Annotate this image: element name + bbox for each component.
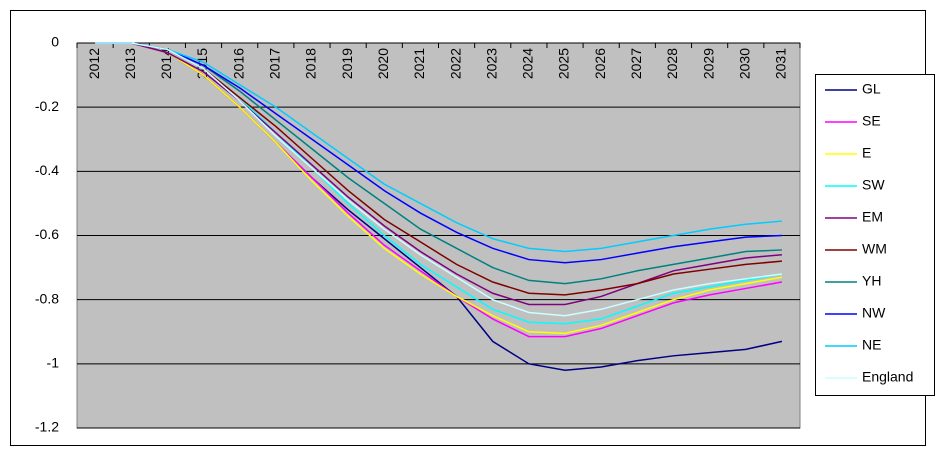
y-tick-label: -0.4 (35, 162, 59, 178)
legend-label: YH (862, 273, 881, 289)
x-tick-label: 2023 (483, 48, 499, 79)
x-tick-label: 2019 (339, 48, 355, 79)
series-line (95, 42, 783, 317)
x-tick-label: 2013 (122, 48, 138, 79)
x-tick-label: 2030 (736, 48, 752, 79)
x-tick-label: 2017 (267, 48, 283, 79)
y-tick-label: -0.6 (35, 226, 59, 242)
x-tick-label: 2024 (520, 48, 536, 79)
y-tick-label: -0.2 (35, 98, 59, 114)
x-tick-label: 2028 (664, 48, 680, 79)
legend-label: NW (862, 305, 886, 321)
legend-label: SW (862, 177, 885, 193)
y-tick-label: -1.2 (35, 419, 59, 435)
y-tick-label: 0 (51, 34, 59, 50)
legend-label: GL (862, 81, 881, 97)
y-tick-label: -0.8 (35, 290, 59, 306)
x-tick-label: 2026 (592, 48, 608, 79)
x-tick-label: 2012 (86, 48, 102, 79)
x-tick-label: 2029 (700, 48, 716, 79)
legend-label: EM (862, 209, 883, 225)
x-tick-label: 2022 (447, 48, 463, 79)
legend-label: England (862, 369, 913, 385)
x-tick-label: 2018 (303, 48, 319, 79)
y-tick-label: -1 (47, 355, 60, 371)
series-line (95, 42, 782, 264)
legend-label: E (862, 145, 871, 161)
x-tick-label: 2025 (556, 48, 572, 79)
x-tick-label: 2027 (628, 48, 644, 79)
legend-label: SE (862, 113, 881, 129)
series-line (95, 42, 782, 253)
x-tick-label: 2020 (375, 48, 391, 79)
series-line (95, 42, 783, 335)
legend-label: WM (862, 241, 887, 257)
legend-label: NE (862, 337, 881, 353)
x-tick-label: 2016 (230, 48, 246, 79)
x-tick-label: 2031 (773, 48, 789, 79)
series-line (95, 42, 782, 306)
x-tick-label: 2021 (411, 48, 427, 79)
x-tick-label: 2014 (158, 48, 174, 79)
legend-box (815, 74, 935, 396)
